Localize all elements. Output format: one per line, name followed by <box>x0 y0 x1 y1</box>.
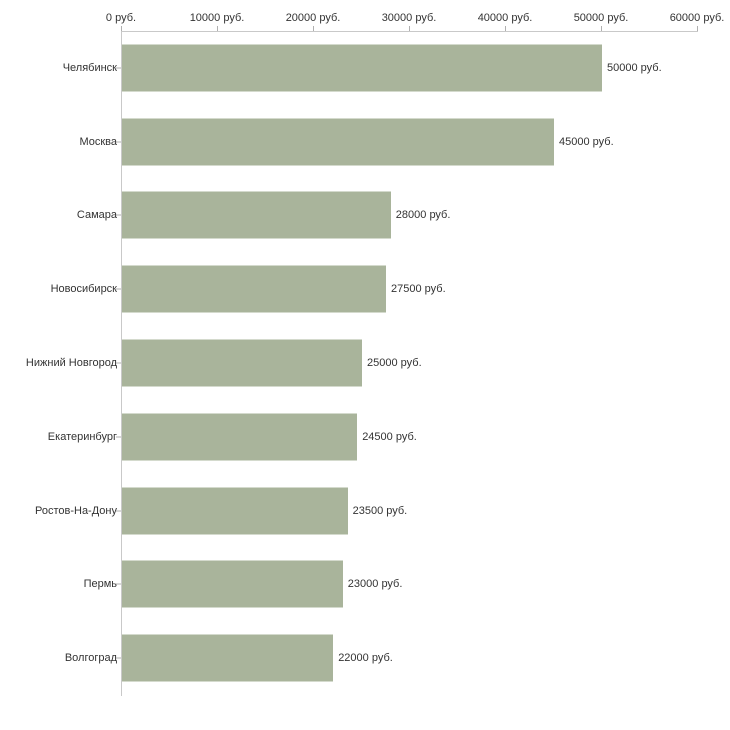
category-label: Екатеринбург <box>47 430 117 443</box>
category-label: Новосибирск <box>50 283 117 296</box>
category-label: Ростов-На-Дону <box>34 504 117 517</box>
x-axis-tick-mark <box>601 26 602 31</box>
y-axis-tick-mark <box>116 141 121 143</box>
y-axis-tick-mark <box>116 214 121 216</box>
plot-area <box>121 31 698 696</box>
y-axis-tick-mark <box>116 288 121 290</box>
y-axis-tick-mark <box>116 583 121 585</box>
category-label: Челябинск <box>62 61 117 74</box>
bar-value-label: 28000 руб. <box>395 209 451 222</box>
category-label: Москва <box>79 135 117 148</box>
x-axis-tick-label: 60000 руб. <box>669 12 725 24</box>
x-axis-tick-mark <box>217 26 218 31</box>
x-axis-tick-label: 10000 руб. <box>189 12 245 24</box>
category-label: Пермь <box>83 578 117 591</box>
bar <box>122 560 343 608</box>
bar <box>122 339 362 387</box>
bar-value-label: 45000 руб. <box>559 135 614 148</box>
y-axis-tick-mark <box>116 362 121 364</box>
bar <box>122 191 391 239</box>
bar-value-label: 50000 руб. <box>607 61 662 74</box>
bar-value-label: 27500 руб. <box>391 283 446 296</box>
x-axis-tick-label: 20000 руб. <box>285 12 341 24</box>
y-axis-tick-mark <box>116 510 121 512</box>
y-axis-tick-mark <box>116 67 121 69</box>
bar-value-label: 25000 руб. <box>367 357 422 369</box>
y-axis-tick-mark <box>116 436 121 438</box>
bar-value-label: 24500 руб. <box>362 430 417 443</box>
bar <box>122 118 554 166</box>
bar <box>122 413 358 461</box>
bar-value-label: 22000 руб. <box>338 652 393 665</box>
bar <box>122 487 348 535</box>
x-axis-tick-mark <box>697 26 698 31</box>
bar-value-label: 23500 руб. <box>352 504 408 517</box>
x-axis-tick-label: 50000 руб. <box>573 12 629 24</box>
x-axis-tick-mark <box>505 26 506 31</box>
category-label: Нижний Новгород <box>25 357 117 369</box>
x-axis-tick-mark <box>409 26 410 31</box>
bar-value-label: 23000 руб. <box>347 578 403 591</box>
x-axis-tick-label: 30000 руб. <box>381 12 437 24</box>
y-axis-tick-mark <box>116 657 121 659</box>
x-axis-tick-mark <box>121 26 122 31</box>
bar <box>122 44 602 92</box>
x-axis-tick-label: 0 руб. <box>105 12 137 24</box>
category-label: Волгоград <box>64 652 117 665</box>
bar <box>122 634 334 682</box>
x-axis-tick-mark <box>313 26 314 31</box>
x-axis-tick-label: 40000 руб. <box>477 12 533 24</box>
category-label: Самара <box>76 209 117 222</box>
bar <box>122 265 386 313</box>
